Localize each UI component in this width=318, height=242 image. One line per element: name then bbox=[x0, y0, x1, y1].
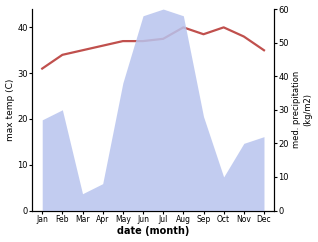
Y-axis label: med. precipitation
(kg/m2): med. precipitation (kg/m2) bbox=[292, 71, 313, 148]
X-axis label: date (month): date (month) bbox=[117, 227, 189, 236]
Y-axis label: max temp (C): max temp (C) bbox=[5, 79, 15, 141]
